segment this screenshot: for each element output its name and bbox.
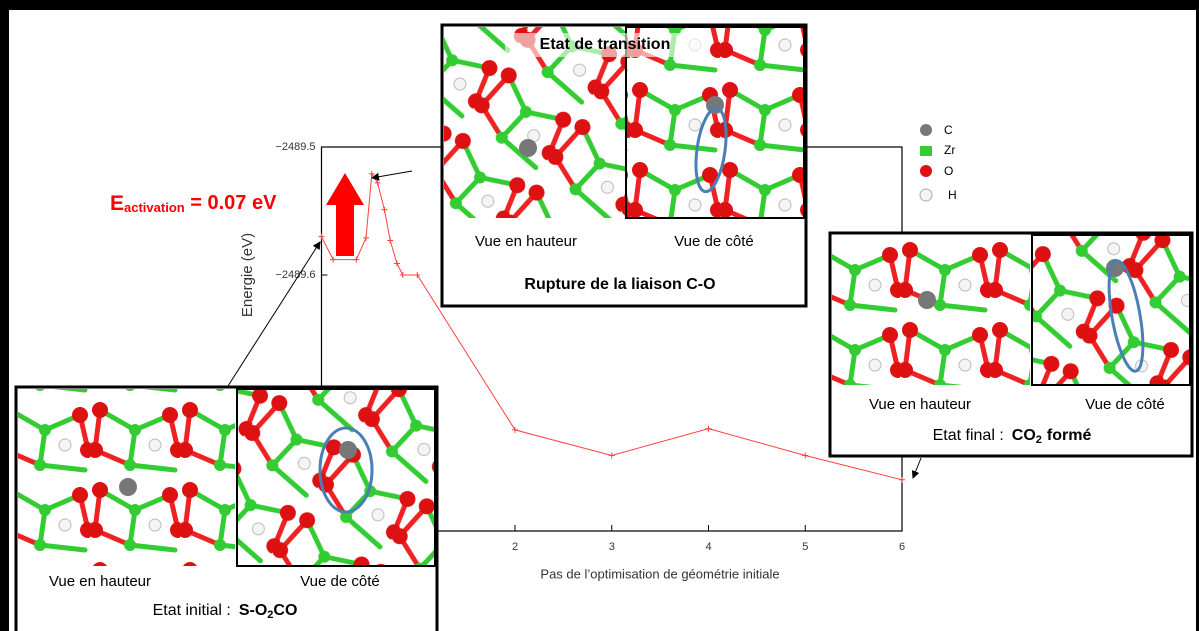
title-backdrop	[505, 33, 705, 57]
panel-initial: Vue en hauteur Vue de côté Etat initial …	[14, 385, 439, 631]
data-point	[363, 234, 370, 241]
data-point	[387, 237, 394, 244]
x-axis-label: Pas de l’optimisation de géométrie initi…	[540, 566, 779, 581]
connector-arrow	[371, 170, 413, 181]
caption-bold: formé	[1047, 427, 1092, 444]
legend-icon	[920, 124, 932, 136]
legend-icon	[920, 146, 932, 156]
activation-arrow	[326, 173, 364, 256]
caption-bold: CO	[1012, 427, 1036, 444]
legend-icon	[919, 188, 933, 202]
highlight-ellipse	[318, 426, 374, 514]
caption-bold: S-O	[239, 602, 267, 619]
panel-final: Vue en hauteur Vue de côté Etat final : C…	[828, 231, 1194, 458]
data-point	[330, 256, 337, 263]
caption-sub: 2	[267, 609, 273, 621]
x-tick-label: 2	[512, 541, 518, 553]
legend-label: H	[948, 188, 957, 202]
view-label: Vue de côté	[674, 233, 754, 250]
caption-text: Etat final :	[933, 427, 1004, 444]
data-point	[512, 426, 518, 433]
molecule-image	[18, 389, 235, 566]
carbon-atom	[119, 478, 137, 496]
molecule-image	[832, 235, 1030, 385]
view-label: Vue en hauteur	[49, 573, 151, 590]
view-label: Vue de côté	[1085, 396, 1165, 413]
x-tick-label: 4	[705, 541, 711, 553]
panel-title: Etat de transition	[540, 36, 671, 53]
connector-arrow	[911, 457, 922, 479]
carbon-atom	[519, 139, 537, 157]
data-point	[414, 272, 421, 278]
legend-label: O	[944, 164, 953, 178]
panel-transition: Etat de transition Vue en hauteur Vue de…	[440, 23, 808, 308]
connector-arrow	[227, 241, 321, 387]
data-point	[608, 452, 615, 459]
legend-label: Zr	[944, 143, 955, 157]
data-point	[705, 425, 712, 432]
data-line	[321, 172, 903, 481]
x-tick-label: 3	[609, 541, 615, 553]
plot: Energie (eV) Pas de l’optimisation de gé…	[239, 141, 905, 582]
annotation-rest: = 0.07 eV	[185, 192, 277, 214]
molecule-image	[236, 388, 436, 567]
legend: C Zr O H	[919, 123, 957, 202]
y-tick-label: −2489.6	[275, 269, 315, 281]
annotation-sub: activation	[124, 200, 185, 215]
view-label: Vue en hauteur	[869, 396, 971, 413]
x-tick-label: 5	[802, 541, 808, 553]
view-label: Vue en hauteur	[475, 233, 577, 250]
legend-icon	[920, 165, 932, 177]
view-label: Vue de côté	[300, 573, 380, 590]
data-point	[318, 233, 325, 240]
highlight-ellipse	[1107, 259, 1145, 373]
annotation-text: E	[110, 192, 124, 215]
data-point	[353, 256, 360, 263]
x-tick-label: 6	[899, 541, 905, 553]
carbon-atom	[918, 291, 936, 309]
caption-bold: CO	[273, 602, 297, 619]
data-point	[374, 179, 381, 186]
y-axis-label: Energie (eV)	[239, 233, 256, 317]
data-point	[393, 260, 400, 267]
data-point	[802, 452, 809, 459]
legend-label: C	[944, 123, 953, 137]
panel-caption: Etat final : CO2 formé	[933, 427, 1092, 446]
caption-text: Etat initial :	[153, 602, 231, 619]
data-point	[381, 206, 388, 213]
y-tick-label: −2489.5	[275, 141, 315, 153]
carbon-atom	[339, 441, 357, 459]
highlight-ellipse	[694, 106, 728, 194]
caption-sub: 2	[1036, 434, 1042, 446]
molecule-image	[444, 27, 625, 218]
data-point	[399, 272, 406, 278]
panel-caption: Rupture de la liaison C-O	[524, 276, 715, 293]
data-point	[899, 476, 905, 483]
panel-caption: Etat initial : S-O2CO	[153, 602, 298, 621]
activation-annotation: Eactivation = 0.07 eV	[110, 192, 277, 216]
